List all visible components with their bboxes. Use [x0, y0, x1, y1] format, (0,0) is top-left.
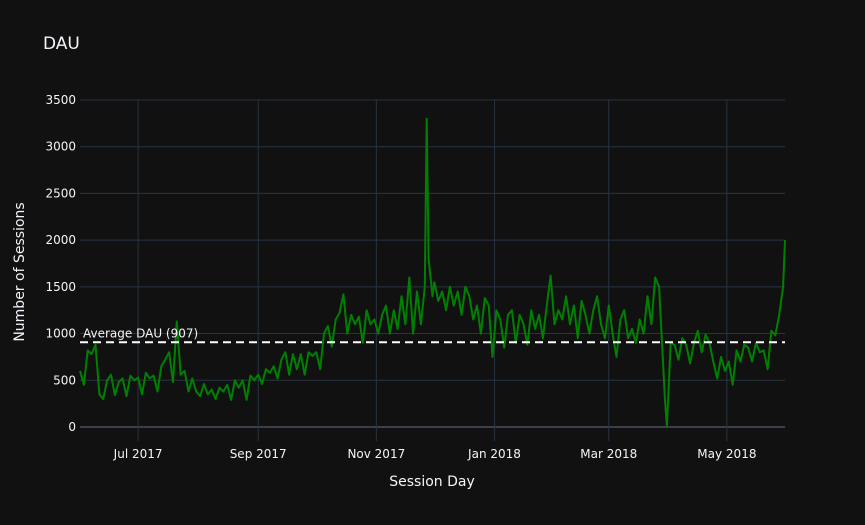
dau-series-line: [79, 117, 786, 428]
y-tick-label: 3000: [45, 140, 76, 154]
x-tick-label: Jan 2018: [467, 447, 521, 461]
y-tick-label: 3500: [45, 93, 76, 107]
reference-layer: Average DAU (907): [80, 326, 785, 344]
data-layer: [79, 117, 786, 428]
y-tick-label: 1000: [45, 327, 76, 341]
x-tick-label: Nov 2017: [347, 447, 405, 461]
y-axis-title: Number of Sessions: [12, 202, 28, 341]
x-tick-label: Jul 2017: [113, 447, 163, 461]
x-tick-label: May 2018: [697, 447, 756, 461]
grid-lines: [80, 99, 785, 441]
tick-labels: 0 500 1000 1500 2000 2500 3000 3500 Jul 2017 Sep …: [45, 93, 756, 461]
y-tick-label: 500: [53, 373, 76, 387]
x-axis-title: Session Day: [389, 474, 475, 490]
chart-title: DAU: [43, 34, 80, 54]
x-tick-label: Sep 2017: [230, 447, 287, 461]
y-tick-label: 2000: [45, 233, 76, 247]
y-tick-label: 0: [68, 420, 76, 434]
x-tick-label: Mar 2018: [580, 447, 637, 461]
y-tick-label: 2500: [45, 186, 76, 200]
average-dau-label: Average DAU (907): [83, 326, 198, 340]
y-tick-label: 1500: [45, 280, 76, 294]
